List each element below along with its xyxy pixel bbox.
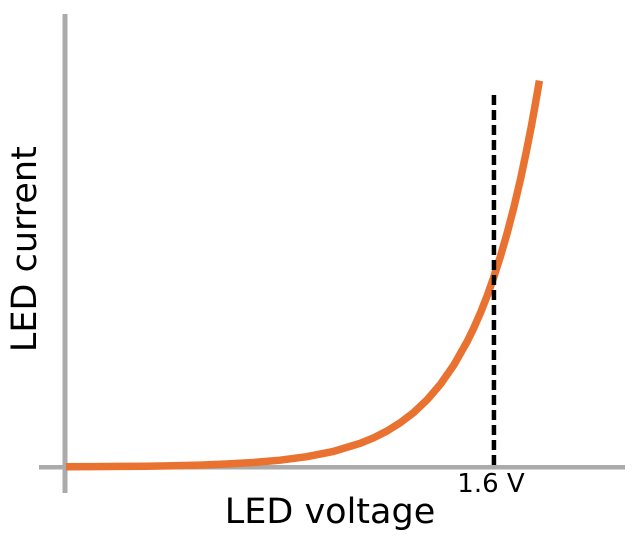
led-current-curve	[65, 80, 544, 471]
y-axis-line	[62, 14, 68, 493]
x-axis-label: LED voltage	[224, 492, 436, 532]
x-axis-line	[39, 465, 625, 470]
threshold-value-label: 1.6 V	[457, 469, 525, 499]
y-axis-label: LED current	[4, 146, 45, 353]
